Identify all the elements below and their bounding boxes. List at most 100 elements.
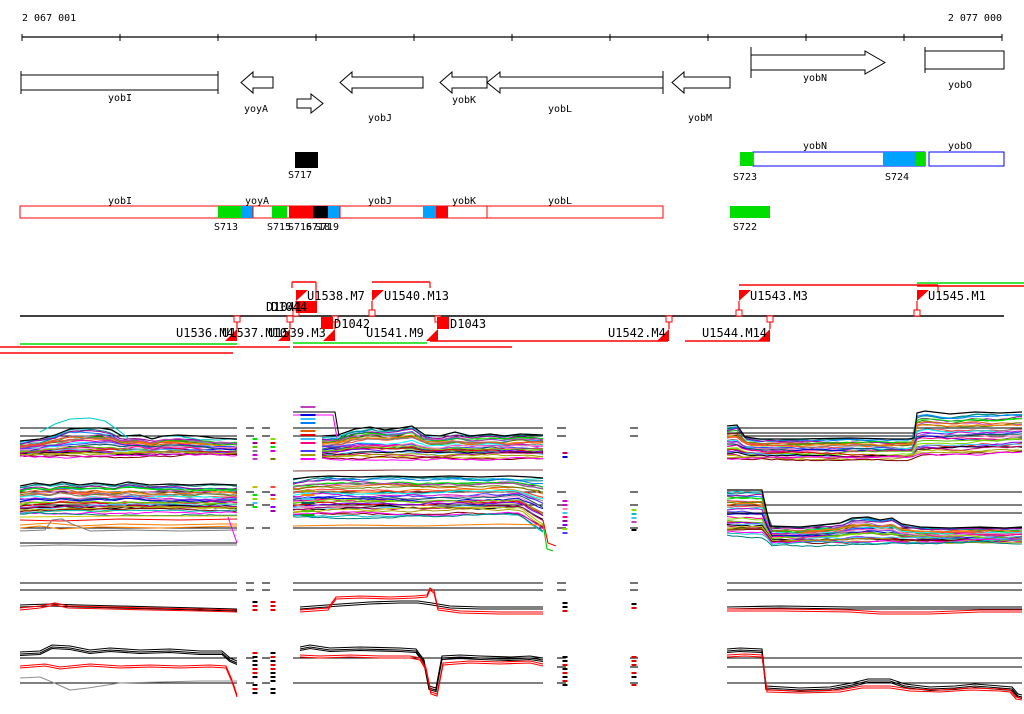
track-gene-label-yobI: yobI: [108, 196, 132, 207]
marker-D1043[interactable]: D1043: [437, 317, 486, 331]
profile-gap-column-dash: [300, 458, 316, 460]
feature-box-green-2[interactable]: [272, 206, 287, 218]
gene-yobM-glyph[interactable]: [671, 70, 731, 95]
profile-series: [726, 416, 1023, 445]
profile-gap-column-dash: [562, 528, 568, 530]
profile-series: [19, 602, 238, 611]
feature-box-green-0[interactable]: [218, 206, 242, 218]
profile-series: [19, 646, 238, 664]
feature-outline-bar-red[interactable]: [19, 205, 664, 219]
track-gene-label-yobJ: yobJ: [368, 196, 392, 207]
feature-outline-bar-blue-1[interactable]: [928, 151, 1005, 167]
feature-box-S717[interactable]: [295, 152, 318, 168]
marker-base-square: [735, 309, 743, 317]
profile-gap-column-dash: [300, 406, 316, 408]
profile-series: [321, 442, 544, 450]
profile-gap-column-dash: [270, 664, 276, 666]
feature-label-S718: S718: [306, 222, 330, 233]
marker-label-D1041: D1041: [266, 300, 302, 314]
gene-unnamed-glyph[interactable]: [296, 92, 324, 115]
feature-box-S724[interactable]: [883, 152, 916, 166]
profile-gap-column-dash: [270, 442, 276, 444]
gene-yobL-glyph[interactable]: [486, 70, 664, 95]
profile-gap-column-dash: [562, 524, 568, 526]
marker-U1539.M3[interactable]: U1539.M3: [268, 315, 339, 341]
marker-label-U1541.M9: U1541.M9: [366, 326, 424, 340]
gene-yobN-glyph[interactable]: [750, 50, 887, 75]
profile-gap-column-dash: [252, 684, 258, 686]
marker-U1543.M3[interactable]: U1543.M3: [735, 289, 808, 317]
profile-gap-column-dash: [270, 458, 276, 460]
profile-gap-column-dash: [562, 606, 568, 608]
track-gene-label-yobN: yobN: [803, 141, 827, 152]
profile-extra-line: [19, 515, 237, 518]
track-gene-label-yobO: yobO: [948, 141, 972, 152]
feature-box-S722[interactable]: [730, 206, 770, 218]
marker-U1537.M10[interactable]: U1537.M10: [222, 315, 294, 341]
profile-gap-column-dash: [562, 456, 568, 458]
profile-gap-column-dash: [301, 502, 315, 504]
marker-label-U1545.M1: U1545.M1: [928, 289, 986, 303]
marker-U1541.M9[interactable]: U1541.M9: [366, 315, 442, 341]
marker-U1538.M7[interactable]: U1538.M7: [292, 289, 365, 317]
marker-deletion-box: [321, 317, 333, 329]
profile-gap-column-dash: [270, 438, 276, 440]
profile-gap-column-dash: [270, 486, 276, 488]
profile-gap-column-dash: [562, 656, 568, 658]
profile-gap-column-dash: [562, 602, 568, 604]
gene-yobO-glyph[interactable]: [924, 50, 1005, 70]
feature-box-azure-6[interactable]: [423, 206, 436, 218]
feature-box-black-4[interactable]: [313, 206, 328, 218]
gene-yobK-glyph[interactable]: [439, 70, 488, 95]
profile-series: [299, 589, 543, 615]
profile-gap-column-dash: [252, 664, 258, 666]
profile-gap-column-dash: [252, 672, 258, 674]
marker-U1544.M14[interactable]: U1544.M14: [702, 315, 774, 341]
marker-D1042[interactable]: D1042: [321, 317, 370, 331]
feature-box-red-3[interactable]: [289, 206, 313, 218]
marker-D1044[interactable]: D1044: [271, 300, 317, 314]
profile-gap-column-dash: [562, 660, 568, 662]
marker-U1540.M13[interactable]: U1540.M13: [368, 289, 449, 317]
feature-box-green-1[interactable]: [916, 152, 925, 166]
marker-flag-pennant: [426, 329, 438, 341]
gene-yobN-label: yobN: [803, 73, 827, 84]
profile-gap-column-dash: [562, 610, 568, 612]
profile-gap-column-dash: [300, 430, 316, 432]
marker-U1542.M4[interactable]: U1542.M4: [608, 315, 673, 341]
marker-label-D1044: D1044: [271, 300, 307, 314]
profile-series: [292, 481, 544, 488]
marker-U1545.M1[interactable]: U1545.M1: [913, 289, 986, 317]
profile-gap-column-dash: [301, 510, 315, 512]
feature-label-S715: S715: [267, 222, 291, 233]
feature-box-azure-1[interactable]: [242, 206, 253, 218]
profile-series: [19, 647, 238, 666]
profile-gap-column-dash: [252, 688, 258, 690]
gene-yobI-glyph[interactable]: [20, 74, 219, 91]
gene-yoyA-glyph[interactable]: [240, 70, 274, 95]
marker-U1536.M4[interactable]: U1536.M4: [176, 315, 241, 341]
profile-series: [292, 496, 544, 510]
profile-gap-column-dash: [252, 442, 258, 444]
profile-series: [292, 495, 544, 508]
profile-series: [726, 491, 1023, 531]
profile-panel-2: [19, 469, 1023, 552]
marker-flag-pennant: [657, 329, 669, 341]
profile-gap-column-dash: [252, 438, 258, 440]
profile-gap-column-dash: [270, 506, 276, 508]
feature-box-azure-5[interactable]: [328, 206, 340, 218]
profile-series: [321, 435, 544, 446]
feature-box-red-7[interactable]: [436, 206, 448, 218]
profile-series: [292, 489, 544, 502]
marker-flag-pennant: [758, 329, 770, 341]
feature-box-green-0[interactable]: [740, 152, 753, 166]
profile-series: [299, 647, 544, 693]
profile-gap-column-dash: [252, 486, 258, 488]
profile-series: [299, 602, 543, 610]
gene-yobJ-glyph[interactable]: [339, 70, 424, 95]
profile-series: [727, 610, 1022, 615]
marker-flag-pennant: [917, 290, 929, 301]
profile-gap-column-dash: [300, 438, 316, 440]
profile-series: [19, 443, 238, 451]
profile-gap-column-dash: [562, 684, 568, 686]
